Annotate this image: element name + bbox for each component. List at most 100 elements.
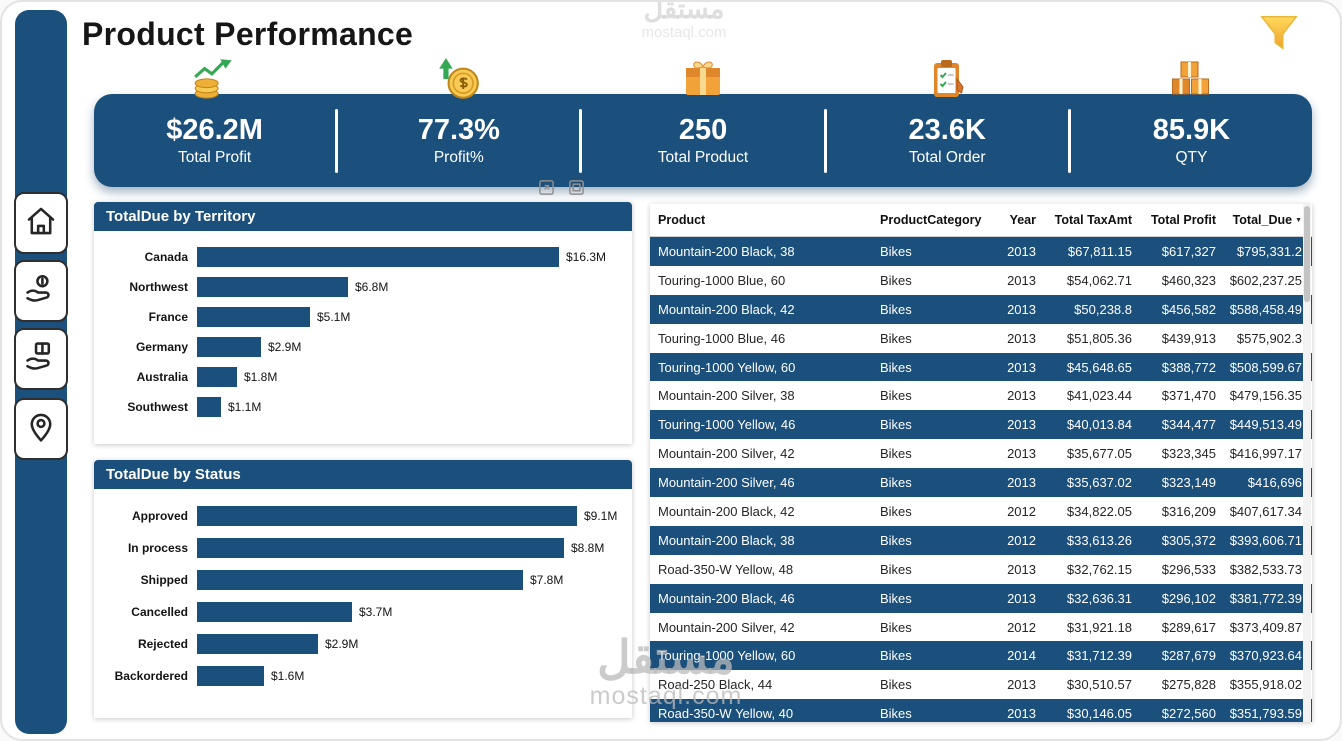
focus-mode-icon[interactable] <box>538 179 555 201</box>
kpi-value: 250 <box>678 114 728 146</box>
table-row[interactable]: Touring-1000 Blue, 46 Bikes 2013 $51,805.36… <box>650 324 1312 353</box>
cell-taxamt: $31,712.39 <box>1066 648 1132 664</box>
table-row[interactable]: Mountain-200 Silver, 42 Bikes 2013 $35,677.… <box>650 439 1312 468</box>
nav-territory-button[interactable] <box>14 398 68 460</box>
product-table: Product ProductCategory Year Total TaxAm… <box>650 204 1312 722</box>
cell-year: 2013 <box>1007 301 1036 317</box>
cell-year: 2013 <box>1007 243 1036 259</box>
cell-product: Touring-1000 Blue, 60 <box>658 272 786 288</box>
home-icon <box>24 204 58 243</box>
status-chart-card: TotalDue by Status Approved $9.1M In proce… <box>94 460 632 718</box>
bar[interactable] <box>197 277 348 297</box>
column-header-total-due[interactable]: Total_Due ▼ <box>1216 213 1302 227</box>
bar-row: France $5.1M <box>102 302 624 332</box>
cell-year: 2013 <box>1007 272 1036 288</box>
table-row[interactable]: Touring-1000 Blue, 60 Bikes 2013 $54,062.71… <box>650 266 1312 295</box>
cell-product: Touring-1000 Yellow, 60 <box>658 359 796 375</box>
table-row[interactable]: Mountain-200 Black, 38 Bikes 2012 $33,613.2… <box>650 525 1312 555</box>
kpi-total-order[interactable]: 23.6K Total Order <box>827 60 1068 187</box>
bar[interactable] <box>197 634 318 654</box>
kpi-separator <box>335 108 339 173</box>
kpi-total-product[interactable]: 250 Total Product <box>582 61 823 187</box>
kpi-label: Total Order <box>908 149 986 166</box>
bar-row: Rejected $2.9M <box>102 628 624 660</box>
column-header-productcategory[interactable]: ProductCategory <box>880 213 982 227</box>
page-title: Product Performance <box>82 16 414 52</box>
table-row[interactable]: Touring-1000 Yellow, 60 Bikes 2014 $31,712.… <box>650 641 1312 671</box>
kpi-qty[interactable]: 85.9K QTY <box>1071 61 1312 187</box>
bar[interactable] <box>197 247 559 267</box>
nav-profit-button[interactable] <box>14 260 68 322</box>
bar[interactable] <box>197 506 577 526</box>
table-row[interactable]: Road-350-W Yellow, 40 Bikes 2013 $30,146.05… <box>650 699 1312 722</box>
filter-funnel-icon[interactable] <box>1255 10 1303 58</box>
bar[interactable] <box>197 538 564 558</box>
bar-row: Backordered $1.6M <box>102 660 624 692</box>
hand-coin-icon <box>24 272 58 311</box>
cell-due: $355,918.02 <box>1229 677 1302 693</box>
column-header-total-due-label: Total_Due <box>1232 213 1293 227</box>
territory-chart-title: TotalDue by Territory <box>94 202 632 231</box>
bar[interactable] <box>197 602 352 622</box>
bar-value-label: $1.1M <box>228 400 262 414</box>
cell-profit: $456,582 <box>1161 301 1216 317</box>
nav-products-button[interactable] <box>14 328 68 390</box>
table-row[interactable]: Road-250 Black, 44 Bikes 2013 $30,510.57 $27… <box>650 670 1312 699</box>
watermark-arabic: مستقل <box>643 0 725 24</box>
table-row[interactable]: Mountain-200 Silver, 38 Bikes 2013 $41,023.… <box>650 381 1312 410</box>
cell-due: $416,997.17 <box>1229 446 1302 462</box>
column-header-year[interactable]: Year <box>1009 213 1036 227</box>
watermark-top: مستقل mostaql.com <box>594 0 774 41</box>
cell-category: Bikes <box>880 532 912 548</box>
kpi-profit-percent[interactable]: 77.3% Profit% <box>338 58 579 187</box>
table-scrollbar[interactable] <box>1303 204 1311 722</box>
bar[interactable] <box>197 570 523 590</box>
bar[interactable] <box>197 397 221 417</box>
bar[interactable] <box>197 337 261 357</box>
cell-due: $393,606.71 <box>1229 532 1302 548</box>
kpi-separator <box>1067 108 1071 173</box>
cell-taxamt: $31,921.18 <box>1066 619 1132 635</box>
bar-row: Approved $9.1M <box>102 500 624 532</box>
bar-category-label: Australia <box>136 370 188 384</box>
bar-category-label: France <box>148 310 188 324</box>
bar-row: Australia $1.8M <box>102 362 624 392</box>
cell-profit: $316,209 <box>1161 503 1216 519</box>
table-row[interactable]: Touring-1000 Yellow, 60 Bikes 2013 $45,648.… <box>650 352 1312 382</box>
table-row[interactable]: Mountain-200 Black, 42 Bikes 2013 $50,238.8… <box>650 294 1312 324</box>
cell-year: 2012 <box>1007 532 1036 548</box>
kpi-value: 85.9K <box>1152 114 1231 146</box>
table-row[interactable]: Mountain-200 Silver, 42 Bikes 2012 $31,921.… <box>650 613 1312 642</box>
cell-taxamt: $45,648.65 <box>1066 359 1132 375</box>
more-options-icon[interactable] <box>568 179 585 201</box>
cell-product: Mountain-200 Black, 42 <box>658 503 795 519</box>
table-row[interactable]: Mountain-200 Black, 42 Bikes 2012 $34,822.0… <box>650 497 1312 526</box>
cell-taxamt: $30,510.57 <box>1066 677 1132 693</box>
cell-taxamt: $34,822.05 <box>1066 503 1132 519</box>
nav-home-button[interactable] <box>14 192 68 254</box>
cell-category: Bikes <box>880 561 912 577</box>
table-row[interactable]: Road-350-W Yellow, 48 Bikes 2013 $32,762.15… <box>650 555 1312 584</box>
cell-year: 2013 <box>1007 677 1036 693</box>
bar-row: Germany $2.9M <box>102 332 624 362</box>
kpi-total-profit[interactable]: $26.2M Total Profit <box>94 59 335 187</box>
table-row[interactable]: Mountain-200 Black, 38 Bikes 2013 $67,811.1… <box>650 237 1312 266</box>
cell-category: Bikes <box>880 475 912 491</box>
kpi-value: 23.6K <box>908 114 986 146</box>
cell-profit: $344,477 <box>1161 417 1216 433</box>
column-header-product[interactable]: Product <box>658 213 706 227</box>
column-header-total-taxamt[interactable]: Total TaxAmt <box>1054 213 1132 227</box>
table-row[interactable]: Mountain-200 Silver, 46 Bikes 2013 $35,637.… <box>650 468 1312 498</box>
bar[interactable] <box>197 666 264 686</box>
status-chart-title: TotalDue by Status <box>94 460 632 489</box>
bar-category-label: Southwest <box>127 400 188 414</box>
bar[interactable] <box>197 307 310 327</box>
table-row[interactable]: Touring-1000 Yellow, 46 Bikes 2013 $40,013.… <box>650 410 1312 440</box>
table-scrollbar-thumb[interactable] <box>1304 206 1310 302</box>
table-row[interactable]: Mountain-200 Black, 46 Bikes 2013 $32,636.3… <box>650 583 1312 613</box>
column-header-total-profit[interactable]: Total Profit <box>1150 213 1216 227</box>
cell-product: Road-350-W Yellow, 40 <box>658 706 794 722</box>
cell-due: $351,793.59 <box>1229 706 1302 722</box>
bar[interactable] <box>197 367 237 387</box>
cell-due: $407,617.34 <box>1229 503 1302 519</box>
